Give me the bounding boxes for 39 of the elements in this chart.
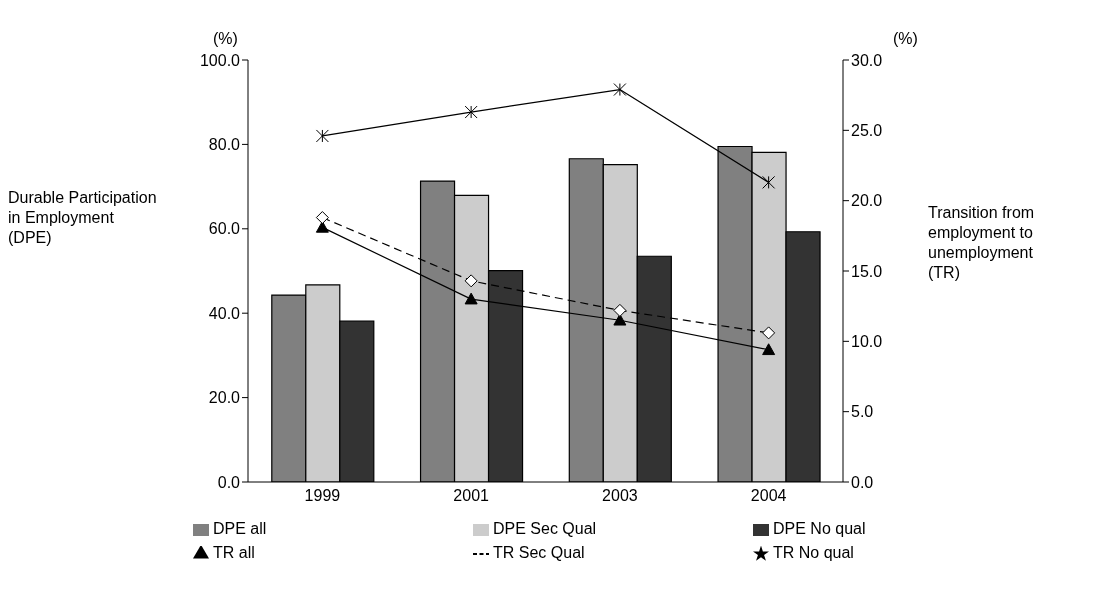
y2-tick-label: 25.0 [851, 122, 883, 140]
point [464, 292, 478, 305]
y-axis-title: Durable Participation in Employment (DPE) [8, 188, 158, 248]
text: (%) [213, 30, 238, 48]
y2-axis-title: Transition from employment to unemployment (TR) [928, 203, 1036, 283]
y2-tick-label: 20.0 [851, 192, 883, 210]
x-tick-label: 2003 [602, 487, 638, 505]
y-tick-label: 20.0 [208, 389, 241, 407]
y2-tick-label: 30.0 [851, 51, 883, 69]
point [315, 220, 329, 233]
y-tick-label: 0.0 [217, 473, 241, 491]
point [762, 175, 776, 189]
legend-label: DPE Sec Qual [493, 520, 597, 537]
point [613, 313, 627, 326]
y2-tick-label: 10.0 [851, 333, 883, 351]
y-tick-label: 80.0 [208, 136, 241, 154]
x-tick-label: 2001 [453, 487, 490, 505]
y2-tick-label: 0.0 [851, 473, 874, 491]
legend-label: DPE No qual [773, 520, 866, 537]
x-tick-label: 1999 [304, 487, 341, 505]
legend-label: TR all [213, 544, 255, 561]
y-tick-label: 100.0 [199, 51, 241, 69]
y2-tick-label: 15.0 [851, 262, 883, 280]
y2-tick-label: 5.0 [851, 403, 874, 421]
point [762, 343, 776, 356]
y-tick-label: 60.0 [208, 220, 241, 238]
legend-label: DPE all [213, 520, 267, 537]
point [613, 303, 627, 317]
point [613, 83, 627, 97]
x-tick-label: 2004 [750, 487, 787, 505]
point [464, 105, 478, 119]
point [464, 274, 478, 288]
y-tick-label: 40.0 [208, 304, 241, 322]
point [762, 326, 776, 340]
point [315, 211, 329, 225]
legend-label: TR No qual [773, 544, 854, 561]
legend-label: TR Sec Qual [493, 544, 585, 561]
text: (%) [893, 30, 918, 48]
point [315, 129, 329, 143]
